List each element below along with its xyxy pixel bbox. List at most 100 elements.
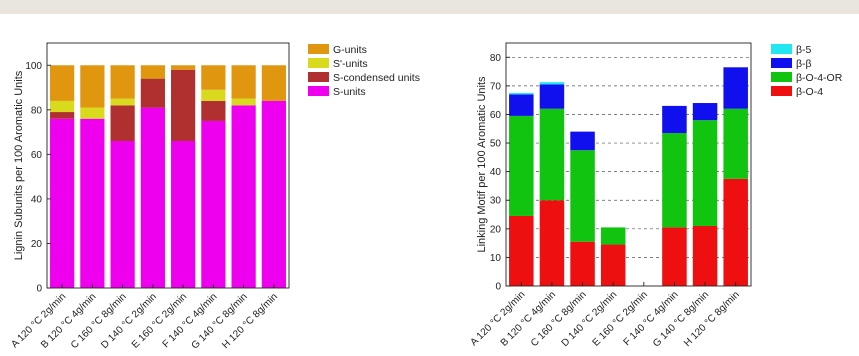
bar-b-120-c-4g-min-s-units	[80, 107, 105, 119]
x-tick-label-g-140-c-8g-min: G 140 °C 8g/min	[190, 291, 250, 351]
plot-frame	[46, 42, 290, 289]
x-tick-label-h-120-c-8g-min: H 120 °C 8g/min	[220, 291, 280, 351]
x-tick-label-b-120-c-4g-min: B 120 °C 4g/min	[499, 289, 558, 348]
bar-a-120-c-2g-min-s-condensed-units	[50, 112, 75, 119]
legend-swatch-s-units	[308, 86, 329, 96]
bar-a-120-c-2g-min-5	[509, 93, 534, 95]
bar-c-160-c-8g-min-s-condensed-units	[110, 105, 135, 141]
x-tick-label-f-140-c-4g-min: F 140 °C 4g/min	[622, 289, 681, 348]
bar-f-140-c-4g-min-s-units	[201, 120, 226, 288]
y-axis-label: Linking Motif per 100 Aromatic Units	[476, 76, 488, 253]
bar-f-140-c-4g-min-item	[662, 105, 687, 134]
legend-swatch-o-4	[771, 86, 792, 96]
y-tick-label-50: 50	[490, 139, 502, 150]
bar-f-140-c-4g-min-o-4	[662, 227, 687, 286]
bar-d-140-c-2g-min-s-units	[140, 107, 165, 288]
bar-b-120-c-4g-min-5	[539, 82, 565, 85]
bar-a-120-c-2g-min-o-4	[509, 215, 534, 286]
bar-c-160-c-8g-min-s-units	[110, 141, 135, 288]
legend-swatch-s-units	[308, 58, 329, 68]
legend-label-o-4-or: β-O-4-OR	[796, 72, 843, 84]
bar-h-120-c-8g-min-s-units	[261, 100, 286, 288]
bar-h-120-c-8g-min-o-4	[723, 178, 748, 286]
x-tick-label-d-140-c-2g-min: D 140 °C 2g/min	[560, 289, 620, 349]
x-tick-label-f-140-c-4g-min: F 140 °C 4g/min	[161, 291, 220, 350]
top-banner	[0, 0, 859, 14]
bar-e-160-c-2g-min-s-condensed-units	[171, 69, 196, 141]
bar-f-140-c-4g-min-o-4-or	[662, 133, 687, 228]
bar-d-140-c-2g-min-o-4	[600, 244, 626, 286]
x-tick-label-g-140-c-8g-min: G 140 °C 8g/min	[651, 289, 711, 349]
legend-label-g-units: G-units	[333, 44, 367, 56]
legend-label-s-condensed-units: S-condensed units	[333, 72, 420, 84]
bar-f-140-c-4g-min-s-condensed-units	[201, 100, 226, 121]
bar-a-120-c-2g-min-s-units	[50, 118, 75, 289]
x-tick-label-c-160-c-8g-min: C 160 °C 8g/min	[529, 289, 589, 349]
bar-g-140-c-8g-min-g-units	[231, 65, 256, 99]
bar-f-140-c-4g-min-s-units	[201, 89, 226, 101]
x-tick-label-d-140-c-2g-min: D 140 °C 2g/min	[99, 291, 159, 351]
y-tick-label-10: 10	[490, 253, 502, 264]
bar-g-140-c-8g-min-o-4-or	[692, 120, 718, 226]
x-tick-label-h-120-c-8g-min: H 120 °C 8g/min	[682, 289, 742, 349]
legend-label-s-units: S'-units	[333, 58, 368, 70]
bar-c-160-c-8g-min-o-4	[570, 241, 595, 286]
plot-frame	[505, 42, 752, 287]
x-tick-label-b-120-c-4g-min: B 120 °C 4g/min	[39, 291, 98, 350]
bar-c-160-c-8g-min-s-units	[110, 98, 135, 106]
bar-d-140-c-2g-min-o-4-or	[600, 227, 626, 245]
bar-d-140-c-2g-min-g-units	[140, 65, 165, 79]
bar-e-160-c-2g-min-g-units	[171, 65, 196, 70]
x-tick-label-e-160-c-2g-min: E 160 °C 2g/min	[591, 289, 650, 348]
bar-h-120-c-8g-min-item	[723, 67, 748, 109]
legend-swatch-item	[771, 58, 792, 68]
bar-d-140-c-2g-min-s-condensed-units	[140, 78, 165, 108]
x-tick-label-a-120-c-2g-min: A 120 °C 2g/min	[468, 289, 527, 348]
bar-b-120-c-4g-min-item	[539, 84, 565, 109]
y-tick-label-80: 80	[31, 105, 43, 116]
y-tick-label-40: 40	[31, 194, 43, 205]
x-tick-label-a-120-c-2g-min: A 120 °C 2g/min	[9, 291, 68, 350]
bar-h-120-c-8g-min-g-units	[261, 65, 286, 101]
y-tick-label-20: 20	[490, 224, 502, 235]
bar-e-160-c-2g-min-s-units	[171, 141, 196, 288]
x-tick-label-e-160-c-2g-min: E 160 °C 2g/min	[130, 291, 189, 350]
y-tick-label-40: 40	[490, 167, 502, 178]
y-tick-label-80: 80	[490, 53, 502, 64]
bar-g-140-c-8g-min-o-4	[692, 225, 718, 286]
y-tick-label-100: 100	[25, 61, 42, 72]
bar-a-120-c-2g-min-g-units	[50, 65, 75, 101]
legend-label-5: β-5	[796, 44, 812, 56]
bar-c-160-c-8g-min-g-units	[110, 65, 135, 99]
x-tick-label-c-160-c-8g-min: C 160 °C 8g/min	[69, 291, 129, 351]
bar-g-140-c-8g-min-item	[692, 103, 718, 121]
bar-b-120-c-4g-min-s-units	[80, 118, 105, 289]
bar-a-120-c-2g-min-item	[509, 94, 534, 116]
bar-h-120-c-8g-min-o-4-or	[723, 108, 748, 179]
y-tick-label-20: 20	[31, 239, 43, 250]
bar-g-140-c-8g-min-s-units	[231, 105, 256, 288]
bar-c-160-c-8g-min-item	[570, 131, 595, 151]
y-tick-label-70: 70	[490, 81, 502, 92]
bar-b-120-c-4g-min-o-4	[539, 200, 565, 286]
legend-swatch-o-4-or	[771, 72, 792, 82]
bar-a-120-c-2g-min-o-4-or	[509, 115, 534, 216]
bar-g-140-c-8g-min-s-units	[231, 98, 256, 106]
y-tick-label-0: 0	[495, 282, 501, 293]
legend-label-o-4: β-O-4	[796, 86, 823, 98]
y-tick-label-30: 30	[490, 196, 502, 207]
legend-label-s-units: S-units	[333, 86, 366, 98]
legend-swatch-s-condensed-units	[308, 72, 329, 82]
bar-a-120-c-2g-min-s-units	[50, 100, 75, 113]
bar-c-160-c-8g-min-o-4-or	[570, 150, 595, 242]
legend-swatch-5	[771, 44, 792, 54]
y-tick-label-0: 0	[36, 284, 42, 295]
bar-f-140-c-4g-min-g-units	[201, 65, 226, 90]
bar-b-120-c-4g-min-o-4-or	[539, 108, 565, 201]
legend-label-item: β-β	[796, 58, 812, 70]
y-tick-label-60: 60	[31, 150, 43, 161]
y-tick-label-60: 60	[490, 110, 502, 121]
